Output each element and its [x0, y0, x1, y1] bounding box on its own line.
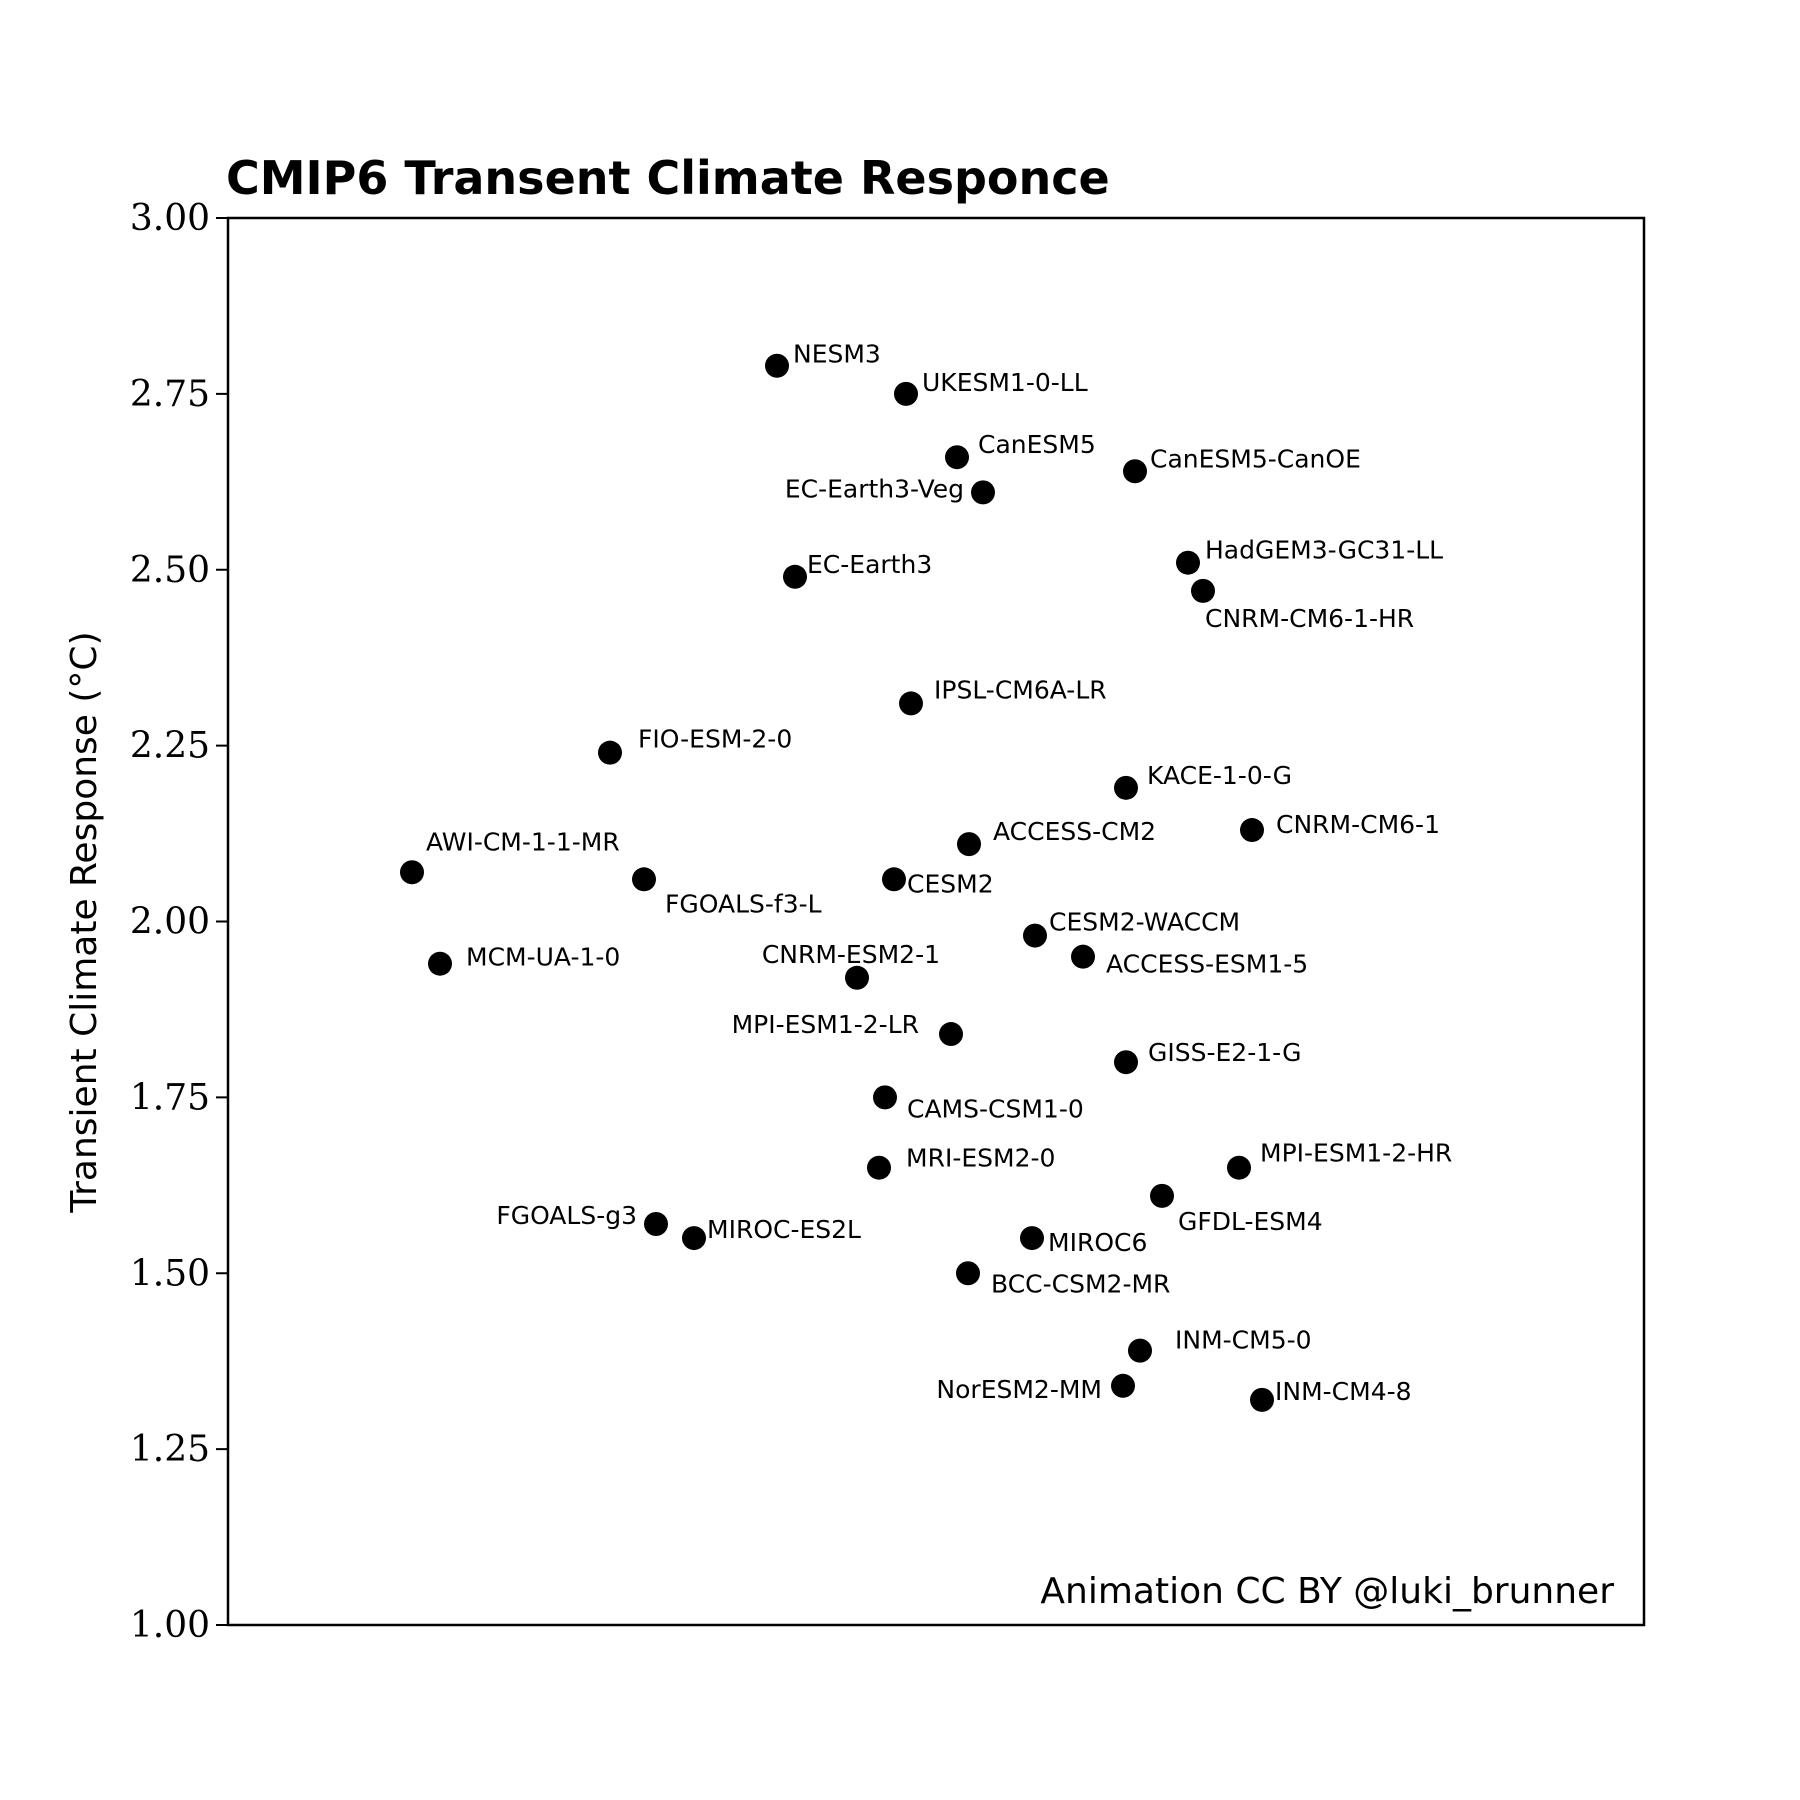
y-axis: 1.00 1.25 1.50 1.75 2.00 2.25 2.50 2.75 3.00 [130, 198, 228, 1646]
plot-frame [226, 216, 1646, 1627]
data-point [882, 867, 906, 892]
y-tick-label: 1.75 [130, 1077, 210, 1118]
data-point-label: MIROC6 [1048, 1228, 1147, 1257]
y-axis-label: Transient Climate Response (°C) [64, 631, 105, 1213]
data-point-label: ACCESS-ESM1-5 [1106, 950, 1308, 979]
chart-title: CMIP6 Transent Climate Responce [226, 151, 1110, 205]
data-point [1023, 923, 1047, 948]
y-tick-label: 1.50 [130, 1253, 210, 1294]
data-point-label: UKESM1-0-LL [922, 368, 1088, 397]
data-point-label: CanESM5-CanOE [1150, 444, 1361, 473]
data-point [682, 1226, 706, 1251]
data-point [783, 564, 807, 589]
data-point-label: MPI-ESM1-2-HR [1260, 1139, 1452, 1168]
data-point-label: FGOALS-f3-L [665, 889, 822, 918]
data-point [400, 860, 424, 885]
y-tick-label: 2.25 [130, 726, 210, 767]
data-point-label: AWI-CM-1-1-MR [426, 827, 620, 856]
data-point [845, 965, 869, 990]
data-point-label: INM-CM4-8 [1275, 1377, 1412, 1406]
credit-annotation: Animation CC BY @luki_brunner [1040, 1571, 1614, 1612]
data-point [1191, 578, 1215, 603]
y-tick-label: 2.50 [130, 550, 210, 591]
data-point-label: FIO-ESM-2-0 [638, 725, 792, 754]
data-point [1240, 818, 1264, 843]
data-point [956, 1261, 980, 1286]
data-point-label: HadGEM3-GC31-LL [1205, 536, 1443, 565]
data-point [1123, 459, 1147, 484]
data-point [899, 691, 923, 716]
data-point [957, 832, 981, 857]
data-point-label: IPSL-CM6A-LR [934, 675, 1107, 704]
data-point [1150, 1183, 1174, 1208]
data-point [971, 480, 995, 505]
data-point-label: KACE-1-0-G [1147, 761, 1292, 790]
data-point-label: MPI-ESM1-2-LR [732, 1010, 919, 1039]
data-point-label: GFDL-ESM4 [1178, 1207, 1323, 1236]
data-point [873, 1085, 897, 1110]
data-point [1250, 1387, 1274, 1412]
data-point [945, 445, 969, 470]
data-point-label: MCM-UA-1-0 [466, 943, 620, 972]
data-point-label: CAMS-CSM1-0 [907, 1094, 1084, 1123]
data-point [1128, 1338, 1152, 1363]
data-point [1111, 1373, 1135, 1398]
data-point [894, 381, 918, 406]
data-point [765, 353, 789, 378]
y-tick-label: 2.75 [130, 374, 210, 415]
data-point-label: CNRM-ESM2-1 [762, 940, 940, 969]
y-tick-label: 3.00 [130, 198, 210, 239]
data-point [1114, 1050, 1138, 1075]
data-point-label: FGOALS-g3 [496, 1201, 637, 1230]
data-point-label: CanESM5 [978, 430, 1096, 459]
data-point [1071, 944, 1095, 969]
y-tick-label: 1.00 [130, 1605, 210, 1646]
data-point-label: ACCESS-CM2 [993, 817, 1156, 846]
data-point-label: MRI-ESM2-0 [906, 1144, 1055, 1173]
y-tick-label: 2.00 [130, 902, 210, 943]
data-point-label: NorESM2-MM [936, 1375, 1102, 1404]
data-point [1176, 550, 1200, 575]
scatter-points: NESM3 UKESM1-0-LL CanESM5 CanESM5-CanOE EC-E… [400, 340, 1452, 1412]
data-point [1020, 1226, 1044, 1251]
data-point-label: BCC-CSM2-MR [991, 1269, 1170, 1298]
data-point-label: EC-Earth3-Veg [785, 474, 964, 503]
data-point-label: CESM2-WACCM [1049, 908, 1240, 937]
data-point-label: CNRM-CM6-1-HR [1205, 604, 1414, 633]
data-point [632, 867, 656, 892]
data-point [1227, 1155, 1251, 1180]
data-point-label: INM-CM5-0 [1175, 1326, 1312, 1355]
data-point [428, 951, 452, 976]
y-tick-label: 1.25 [130, 1429, 210, 1470]
data-point [1114, 775, 1138, 800]
data-point-label: NESM3 [793, 340, 881, 369]
data-point-label: CNRM-CM6-1 [1276, 810, 1440, 839]
data-point [939, 1022, 963, 1047]
data-point-label: GISS-E2-1-G [1148, 1038, 1301, 1067]
data-point-label: EC-Earth3 [807, 550, 932, 579]
data-point [867, 1155, 891, 1180]
data-point-label: MIROC-ES2L [707, 1215, 861, 1244]
data-point [598, 740, 622, 765]
data-point [644, 1212, 668, 1237]
data-point-label: CESM2 [907, 869, 994, 898]
